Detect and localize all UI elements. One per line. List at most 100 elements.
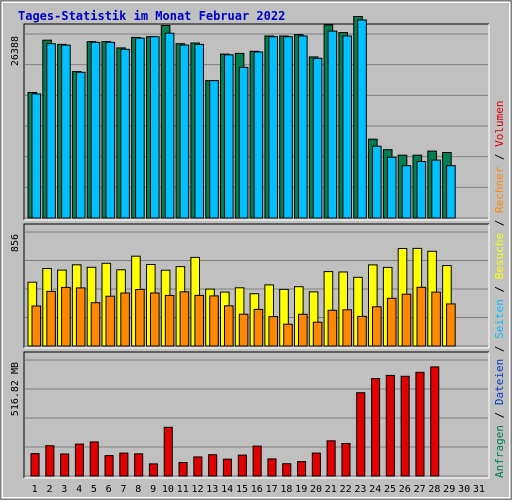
legend-item-anfragen: Anfragen <box>493 425 506 478</box>
panel-edge-light-visits <box>24 224 490 349</box>
bar-requests-dateien-24 <box>372 145 382 219</box>
xtick-label-4: 4 <box>76 484 82 495</box>
bar-volume-volumen-28 <box>430 366 440 477</box>
xtick-label-21: 21 <box>325 484 337 495</box>
xtick-label-19: 19 <box>295 484 307 495</box>
xtick-label-8: 8 <box>135 484 141 495</box>
bar-visits-besuche-20 <box>312 321 323 347</box>
bar-volume-volumen-5 <box>89 441 99 477</box>
bar-requests-dateien-29 <box>446 165 456 219</box>
bar-visits-besuche-3 <box>61 286 71 347</box>
bar-volume-volumen-10 <box>163 426 173 477</box>
bar-visits-besuche-9 <box>150 292 160 347</box>
bar-visits-besuche-10 <box>164 294 175 347</box>
bar-volume-volumen-27 <box>415 371 425 477</box>
xtick-label-31: 31 <box>473 484 485 495</box>
legend-separator: / <box>493 213 506 233</box>
bar-visits-besuche-13 <box>209 295 219 347</box>
bar-requests-dateien-5 <box>90 41 101 219</box>
xtick-label-13: 13 <box>206 484 218 495</box>
bar-requests-dateien-26 <box>401 165 412 219</box>
xtick-label-12: 12 <box>191 484 203 495</box>
legend-right: Anfragen / Dateien / Seiten / Besuche / … <box>493 100 506 478</box>
bar-volume-volumen-6 <box>104 455 114 477</box>
bar-requests-dateien-21 <box>327 30 338 219</box>
bar-volume-volumen-1 <box>30 453 40 477</box>
bar-visits-besuche-28 <box>431 291 441 347</box>
bar-requests-dateien-14 <box>224 54 234 219</box>
bar-requests-dateien-19 <box>298 35 308 219</box>
bar-requests-dateien-3 <box>61 44 71 219</box>
xtick-label-22: 22 <box>340 484 352 495</box>
bar-volume-volumen-7 <box>119 452 129 477</box>
bar-requests-dateien-23 <box>357 19 367 219</box>
bar-volume-volumen-2 <box>45 445 55 477</box>
bar-visits-besuche-14 <box>224 305 234 347</box>
bar-visits-besuche-18 <box>283 323 293 347</box>
bar-requests-dateien-15 <box>238 66 249 219</box>
bar-requests-dateien-11 <box>179 44 190 219</box>
bar-volume-volumen-16 <box>252 445 262 477</box>
bar-requests-dateien-27 <box>416 161 427 219</box>
bar-visits-besuche-25 <box>386 297 397 347</box>
legend-separator: / <box>493 405 506 425</box>
bar-visits-besuche-21 <box>327 309 338 347</box>
bar-visits-besuche-16 <box>253 308 264 347</box>
bar-requests-dateien-9 <box>150 36 160 219</box>
bar-volume-volumen-3 <box>60 453 70 477</box>
panel-edge-dark-requests <box>23 23 489 220</box>
xtick-label-25: 25 <box>384 484 396 495</box>
xtick-label-26: 26 <box>399 484 411 495</box>
bar-visits-besuche-8 <box>135 289 145 347</box>
ylabel-requests: 26388 <box>10 36 21 66</box>
legend-item-rechner: Rechner <box>493 166 506 213</box>
bar-volume-volumen-15 <box>237 454 247 477</box>
bar-requests-dateien-18 <box>283 36 293 219</box>
bar-visits-besuche-5 <box>90 302 101 347</box>
xtick-label-30: 30 <box>458 484 470 495</box>
xtick-label-5: 5 <box>91 484 97 495</box>
bar-volume-volumen-8 <box>134 453 144 477</box>
bar-volume-volumen-4 <box>74 443 85 477</box>
bar-requests-dateien-16 <box>253 51 264 219</box>
panel-edge-dark-volume <box>23 351 489 478</box>
bar-volume-volumen-24 <box>371 378 381 477</box>
bar-volume-volumen-26 <box>400 375 410 477</box>
xtick-label-27: 27 <box>414 484 426 495</box>
xtick-label-24: 24 <box>369 484 381 495</box>
xtick-label-20: 20 <box>310 484 322 495</box>
xtick-label-1: 1 <box>32 484 38 495</box>
xtick-label-23: 23 <box>354 484 366 495</box>
xtick-label-11: 11 <box>177 484 189 495</box>
bar-requests-dateien-17 <box>268 36 278 219</box>
bar-requests-dateien-20 <box>312 57 323 219</box>
bar-requests-dateien-25 <box>386 156 397 219</box>
bar-volume-volumen-25 <box>385 374 395 477</box>
xtick-label-29: 29 <box>443 484 455 495</box>
xtick-label-3: 3 <box>61 484 67 495</box>
legend-item-dateien: Dateien <box>493 359 506 405</box>
bar-volume-volumen-17 <box>267 458 277 477</box>
legend-item-seiten: Seiten <box>493 299 506 339</box>
bar-visits-besuche-17 <box>268 316 278 347</box>
xtick-label-28: 28 <box>428 484 440 495</box>
bar-volume-volumen-20 <box>311 452 321 477</box>
bar-volume-volumen-14 <box>222 458 232 477</box>
bar-visits-besuche-24 <box>372 306 382 347</box>
bar-visits-besuche-12 <box>194 294 204 347</box>
bar-volume-volumen-12 <box>193 456 203 477</box>
xtick-label-17: 17 <box>266 484 278 495</box>
bar-visits-besuche-11 <box>179 291 190 347</box>
bar-requests-dateien-1 <box>31 93 42 219</box>
bar-visits-besuche-19 <box>298 313 308 347</box>
bar-visits-besuche-15 <box>238 313 249 347</box>
bar-visits-besuche-4 <box>75 287 86 347</box>
bar-visits-besuche-23 <box>357 315 367 347</box>
bar-volume-volumen-13 <box>208 454 218 477</box>
panel-edge-light-requests <box>24 24 490 221</box>
legend-separator: / <box>493 279 506 299</box>
bar-requests-dateien-13 <box>209 80 219 219</box>
xtick-label-6: 6 <box>106 484 112 495</box>
